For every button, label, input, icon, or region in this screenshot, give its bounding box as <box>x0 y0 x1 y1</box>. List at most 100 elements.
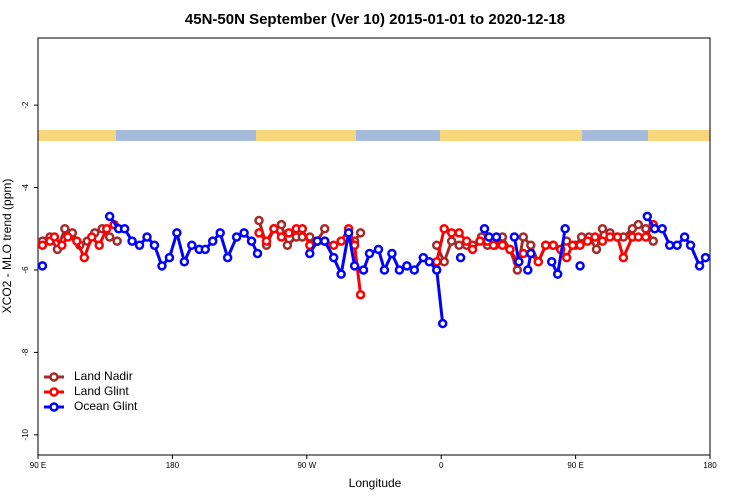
data-point <box>505 244 515 255</box>
data-point <box>431 256 442 267</box>
data-point <box>179 256 190 267</box>
data-point <box>127 236 137 246</box>
data-point <box>328 240 339 251</box>
data-point <box>479 224 490 234</box>
data-point <box>518 248 529 259</box>
data-point <box>104 211 115 222</box>
data-point <box>207 236 218 246</box>
data-point <box>561 252 572 263</box>
data-point <box>387 248 397 259</box>
data-point <box>491 232 502 242</box>
data-point <box>424 256 435 267</box>
data-point <box>49 232 60 242</box>
data-point <box>261 236 272 246</box>
land-ocean-strip <box>38 130 710 141</box>
data-point <box>605 232 615 242</box>
data-point <box>231 232 242 242</box>
data-point <box>694 261 705 271</box>
data-point <box>560 224 570 234</box>
data-point <box>276 219 287 230</box>
data-point <box>418 252 429 263</box>
data-point <box>379 265 390 275</box>
data-point <box>454 228 464 238</box>
x-tick-label: 90 E <box>30 461 46 470</box>
data-point <box>512 265 523 275</box>
data-point <box>672 240 682 251</box>
data-point <box>567 240 578 251</box>
data-point <box>269 224 279 234</box>
y-tick-label: -2 <box>21 101 30 109</box>
data-point <box>282 240 293 251</box>
data-point <box>355 228 366 238</box>
data-point <box>252 248 263 259</box>
data-point <box>612 232 623 242</box>
data-point <box>664 240 675 251</box>
data-point <box>94 240 104 251</box>
data-point <box>215 228 225 238</box>
data-point <box>336 236 346 246</box>
data-point <box>597 236 608 246</box>
data-point <box>590 232 600 242</box>
data-point <box>548 240 558 251</box>
data-point <box>349 261 360 271</box>
data-point <box>79 252 90 263</box>
legend-marker <box>49 372 59 382</box>
data-point <box>60 224 70 234</box>
legend-marker <box>49 387 59 397</box>
legend-marker <box>49 402 59 412</box>
data-point <box>164 252 175 263</box>
data-point <box>685 240 696 251</box>
data-point <box>488 240 499 251</box>
data-point <box>119 224 130 234</box>
y-tick-label: -8 <box>21 348 30 356</box>
data-point <box>446 228 457 238</box>
data-point <box>431 265 442 275</box>
data-point <box>157 261 167 271</box>
data-point <box>104 232 115 242</box>
data-point <box>446 236 457 246</box>
data-point <box>355 289 366 300</box>
x-tick-label: 180 <box>703 461 717 470</box>
data-point <box>328 252 339 263</box>
data-point <box>642 211 653 222</box>
x-tick-label: 90 E <box>567 461 583 470</box>
data-point <box>276 232 287 242</box>
data-point <box>57 240 67 251</box>
data-point <box>484 232 494 242</box>
data-point <box>633 219 644 230</box>
data-point <box>518 232 529 242</box>
data-point <box>582 236 593 246</box>
data-point <box>526 240 536 251</box>
data-point <box>200 244 211 255</box>
data-point <box>336 269 346 279</box>
data-point <box>409 265 420 275</box>
data-point <box>618 252 629 263</box>
data-point <box>597 224 608 234</box>
x-tick-label: 90 W <box>297 461 316 470</box>
legend-label: Land Nadir <box>74 369 133 383</box>
data-point <box>657 224 667 234</box>
data-point <box>591 244 602 255</box>
data-point <box>467 244 478 255</box>
data-point <box>394 265 405 275</box>
data-point <box>358 265 369 275</box>
x-tick-label: 180 <box>166 461 180 470</box>
data-point <box>284 228 294 238</box>
data-point <box>439 256 449 267</box>
data-point <box>37 261 48 271</box>
data-point <box>222 252 233 263</box>
data-point <box>540 240 551 251</box>
data-point <box>373 244 384 255</box>
data-point <box>364 248 375 259</box>
data-point <box>523 265 533 275</box>
data-point <box>402 261 412 271</box>
data-point <box>700 252 711 263</box>
data-point <box>497 240 508 251</box>
x-axis-label: Longitude <box>349 476 402 490</box>
data-point <box>134 240 145 251</box>
data-point <box>297 224 308 234</box>
data-point <box>649 224 660 234</box>
data-point <box>172 228 182 238</box>
data-point <box>648 236 659 246</box>
y-tick-label: -10 <box>21 428 30 440</box>
